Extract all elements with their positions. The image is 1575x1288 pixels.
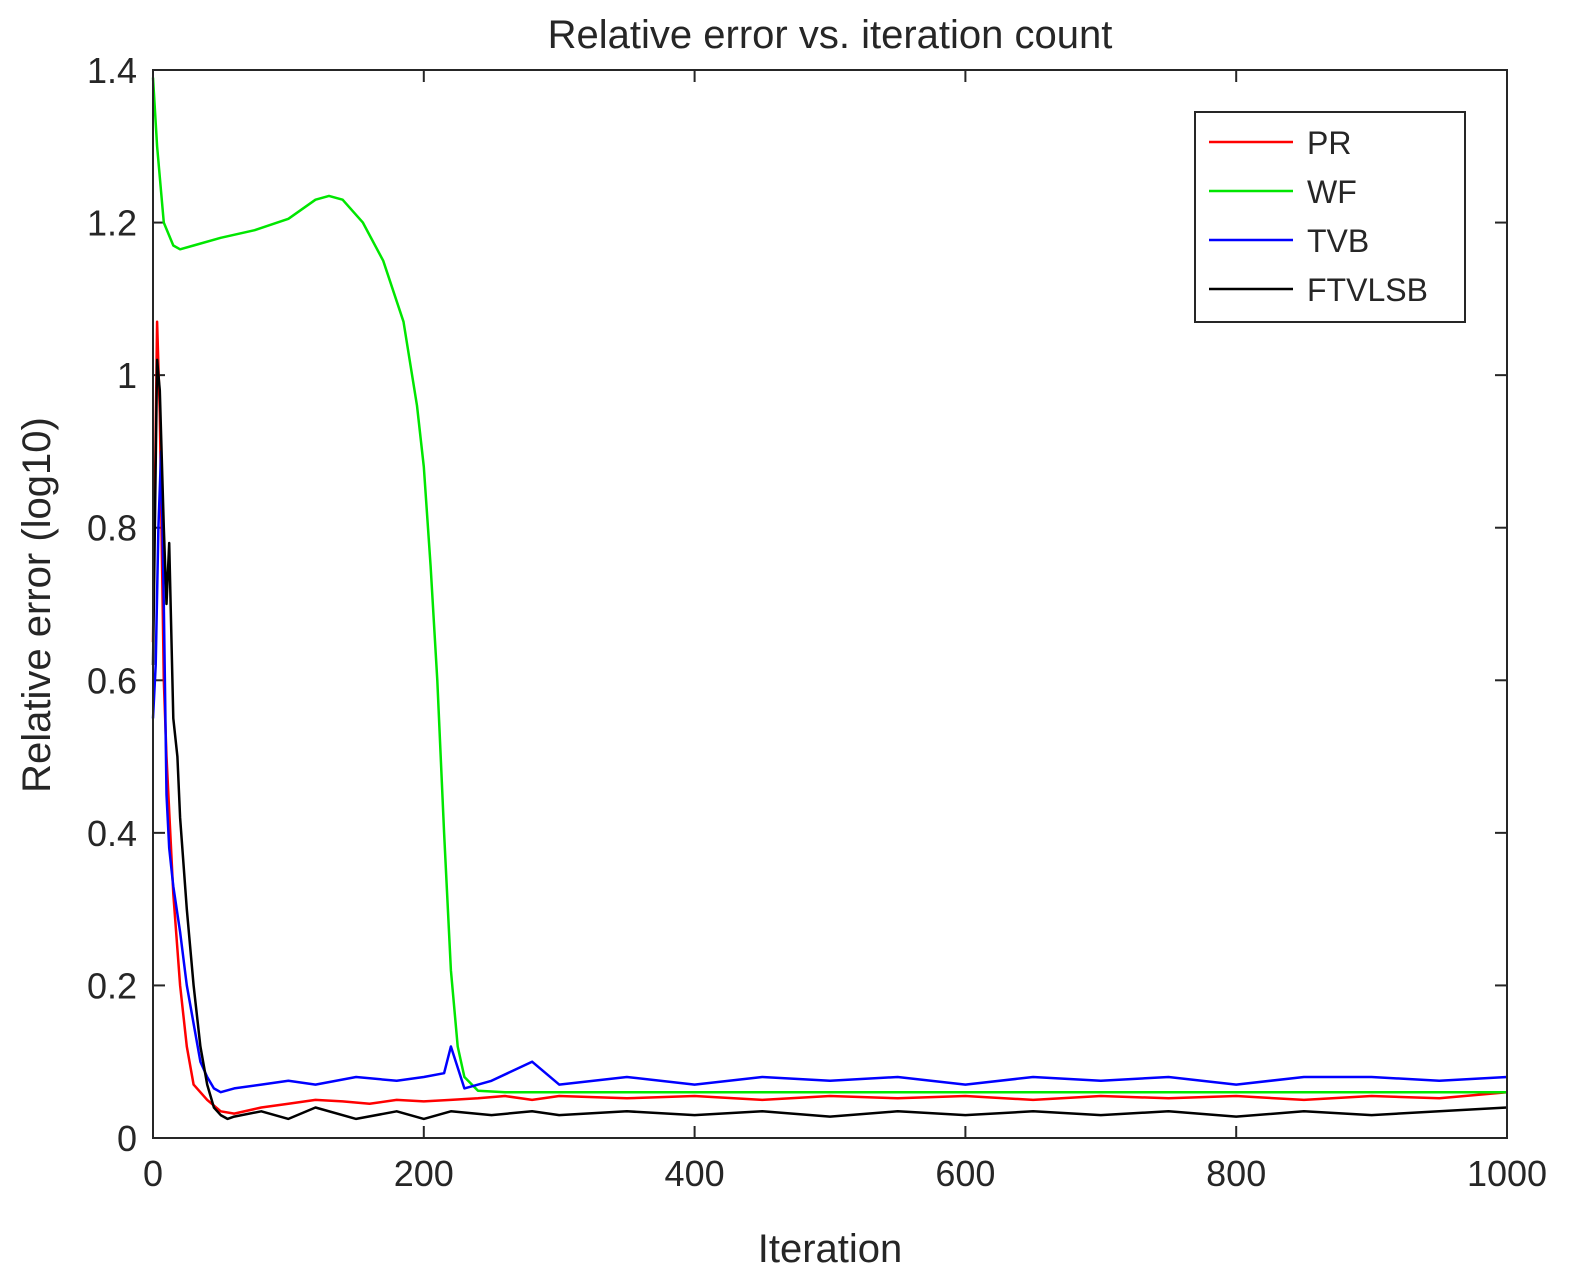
x-tick-label: 600 <box>935 1153 995 1194</box>
x-tick-label: 0 <box>143 1153 163 1194</box>
legend-label-ftvlsb: FTVLSB <box>1307 272 1428 308</box>
series-line-wf <box>151 77 1507 1094</box>
x-tick-label: 800 <box>1206 1153 1266 1194</box>
series-layer <box>151 77 1508 1121</box>
x-axis: 0 200 400 600 800 1000 <box>143 70 1547 1194</box>
y-axis-title: Relative error (log10) <box>15 417 59 793</box>
y-tick-label: 0.6 <box>87 660 137 701</box>
chart-title: Relative error vs. iteration count <box>548 13 1113 57</box>
y-tick-label: 0.8 <box>87 508 137 549</box>
y-tick-label: 1 <box>117 355 137 396</box>
x-axis-title: Iteration <box>758 1227 903 1271</box>
x-tick-label: 400 <box>665 1153 725 1194</box>
series-line-pr <box>151 320 1508 1115</box>
y-tick-label: 0.4 <box>87 813 137 854</box>
legend-label-pr: PR <box>1307 125 1351 161</box>
x-tick-label: 1000 <box>1467 1153 1547 1194</box>
legend-label-wf: WF <box>1307 174 1357 210</box>
y-tick-label: 1.4 <box>87 50 137 91</box>
plot-frame <box>152 69 1508 1139</box>
y-tick-label: 1.2 <box>87 203 137 244</box>
y-axis: 0 0.2 0.4 0.6 0.8 1 1.2 1.4 <box>87 50 1507 1159</box>
y-tick-label: 0.2 <box>87 965 137 1006</box>
x-tick-label: 200 <box>394 1153 454 1194</box>
legend-box <box>1194 111 1466 323</box>
legend-label-tvb: TVB <box>1307 223 1369 259</box>
y-tick-label: 0 <box>117 1118 137 1159</box>
series-line-tvb <box>151 450 1508 1094</box>
legend: PR WF TVB FTVLSB <box>1194 111 1466 323</box>
series-line-ftvlsb <box>151 358 1508 1121</box>
